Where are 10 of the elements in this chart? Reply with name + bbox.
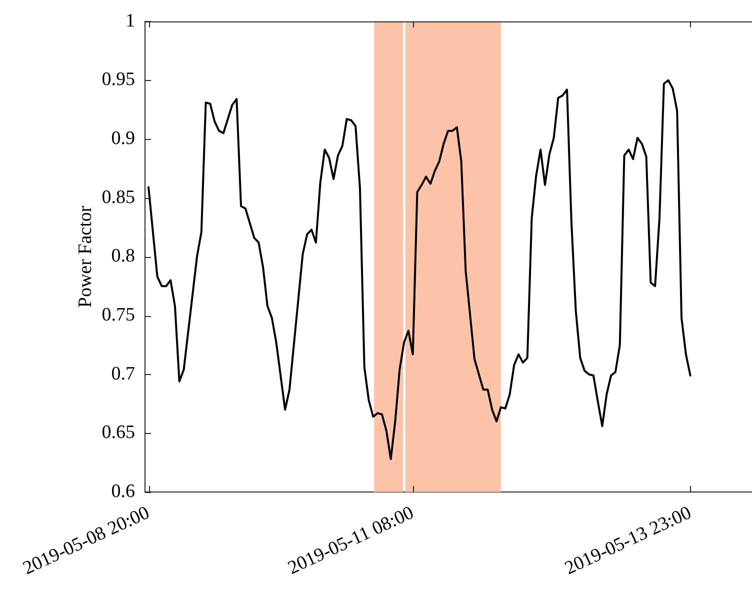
y-tick-label: 0.8 (111, 246, 135, 267)
y-tick-label: 0.95 (102, 69, 135, 90)
y-tick-label: 0.9 (111, 128, 135, 150)
y-tick-label: 0.85 (102, 186, 135, 208)
y-tick-label: 0.6 (111, 480, 135, 502)
y-tick-label: 1 (126, 10, 135, 32)
y-axis-title: Power Factor (74, 205, 96, 308)
y-tick-label: 0.75 (102, 304, 135, 326)
y-tick-label: 0.7 (111, 363, 135, 384)
y-tick-label: 0.65 (102, 422, 135, 444)
